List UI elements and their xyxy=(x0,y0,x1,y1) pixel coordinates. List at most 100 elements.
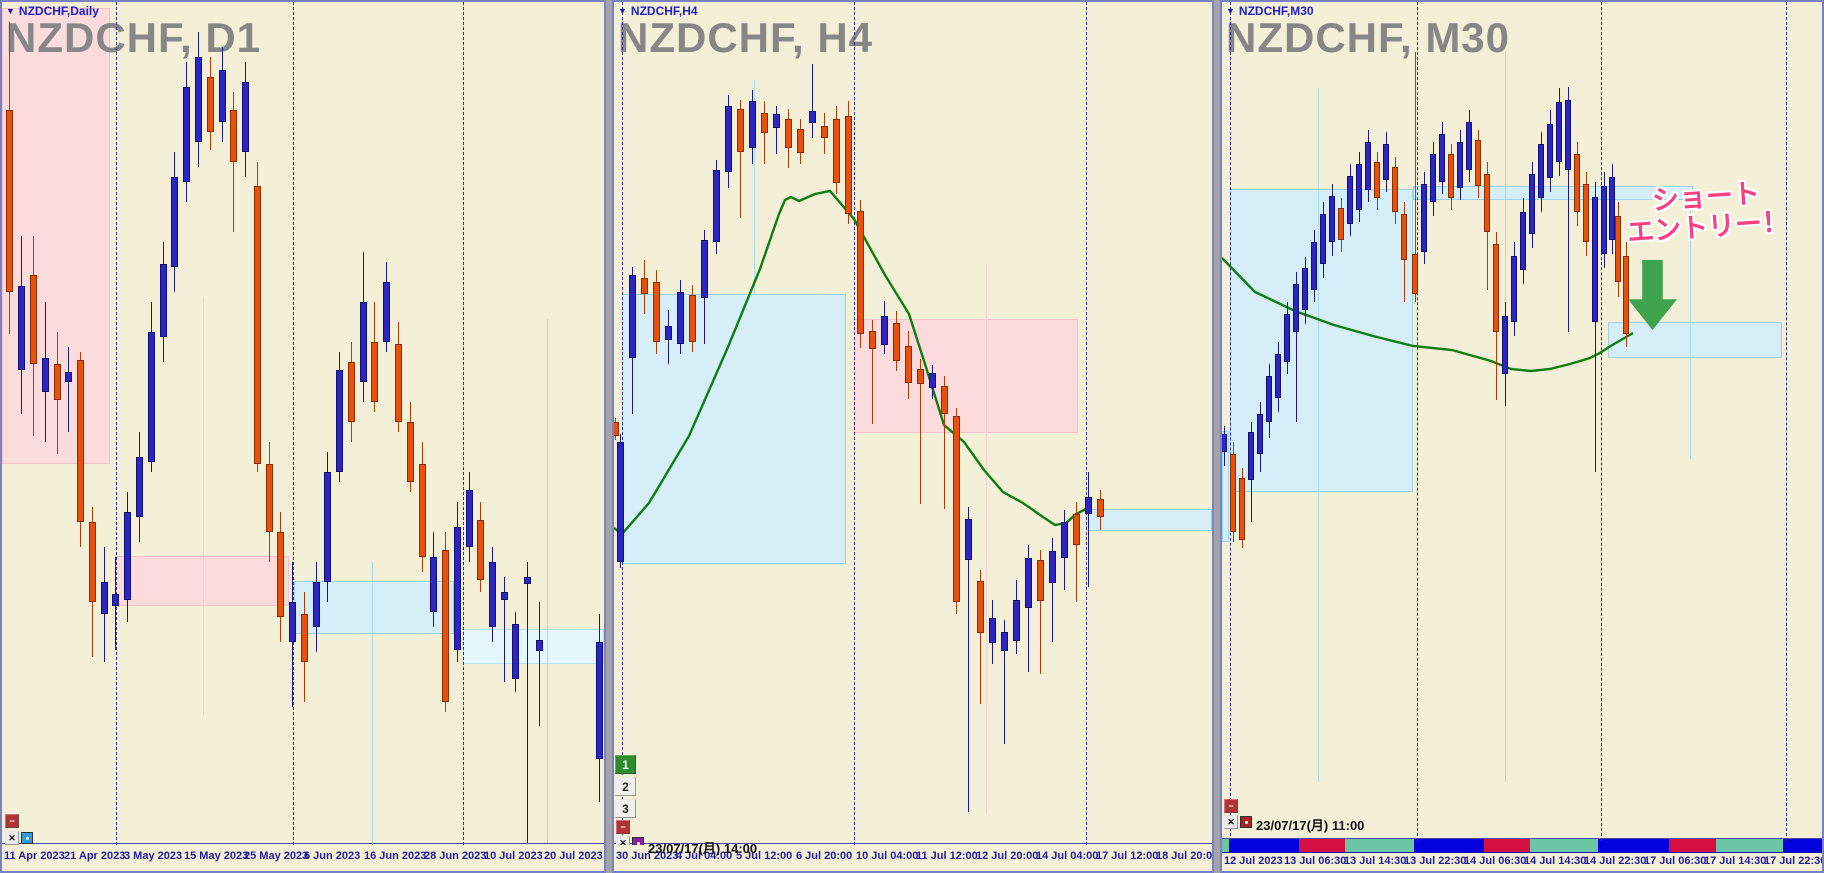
candle xyxy=(893,323,900,361)
candle xyxy=(466,490,473,547)
candle xyxy=(395,344,402,422)
chart-window-m30: NZDCHF, M30 ▼ NZDCHF,M30 ショート エントリー！ − ✕… xyxy=(1220,0,1824,873)
dropdown-triangle-icon[interactable]: ▼ xyxy=(6,5,15,16)
candle xyxy=(1565,100,1571,170)
candle xyxy=(797,129,804,153)
period-separator xyxy=(1417,2,1418,841)
close-button[interactable]: ✕ xyxy=(616,836,630,845)
object-color-square[interactable] xyxy=(1240,816,1252,828)
session-bar-segment xyxy=(1716,839,1783,852)
candle xyxy=(1511,256,1517,322)
chart-canvas-m30[interactable]: NZDCHF, M30 ▼ NZDCHF,M30 ショート エントリー！ − ✕ xyxy=(1222,2,1822,841)
x-axis-label: 3 May 2023 xyxy=(124,850,183,862)
step-button-3[interactable]: 3 xyxy=(615,799,636,818)
x-axis-label: 18 Jul 20:00 xyxy=(1156,850,1214,862)
session-bar-segment xyxy=(1484,839,1530,852)
candle xyxy=(54,364,61,400)
candle xyxy=(1266,376,1272,422)
x-axis-label: 14 Jul 14:30 xyxy=(1524,855,1587,867)
period-separator xyxy=(1786,2,1787,841)
candle xyxy=(512,624,519,679)
close-button[interactable]: ✕ xyxy=(1224,815,1238,829)
object-color-square[interactable] xyxy=(21,832,33,844)
candle xyxy=(989,618,996,643)
x-axis-label: 6 Jul 20:00 xyxy=(796,850,853,862)
chart-watermark: NZDCHF, M30 xyxy=(1226,14,1511,61)
status-datetime: 23/07/17(月) 11:00 xyxy=(1256,818,1365,833)
chart-titlebar[interactable]: ▼ NZDCHF,H4 xyxy=(618,4,698,18)
candle xyxy=(1430,154,1436,202)
x-axis-label: 20 Jul 2023 xyxy=(544,850,603,862)
grid-line xyxy=(986,264,987,815)
candle xyxy=(477,520,484,580)
x-axis-label: 10 Jul 2023 xyxy=(484,850,543,862)
candle xyxy=(749,101,756,148)
candle xyxy=(183,87,190,182)
grid-line xyxy=(1690,200,1691,459)
x-axis-label: 6 Jun 2023 xyxy=(304,850,361,862)
candle xyxy=(1374,162,1380,198)
candle xyxy=(809,111,816,123)
x-axis: 12 Jul 2023 13 Jul 06:30 13 Jul 14:30 13 Ju… xyxy=(1222,838,1822,871)
chart-canvas-h4[interactable]: NZDCHF, H4 ▼ NZDCHF,H4 1 2 3 − ✕ xyxy=(614,2,1212,845)
candle xyxy=(701,240,708,298)
candle xyxy=(641,278,648,294)
candle xyxy=(1257,414,1263,454)
chart-canvas-d1[interactable]: NZDCHF, D1 ▼ NZDCHF,Daily − ✕ xyxy=(2,2,604,845)
demand-zone xyxy=(1222,431,1229,542)
dropdown-triangle-icon[interactable]: ▼ xyxy=(618,5,627,16)
candle xyxy=(124,512,131,600)
candle xyxy=(289,602,296,642)
candle xyxy=(242,82,249,152)
candle xyxy=(1457,142,1463,188)
x-axis-label: 17 Jul 06:30 xyxy=(1644,855,1707,867)
candle-wick xyxy=(1076,502,1077,602)
candle xyxy=(1583,184,1589,242)
candle-wick xyxy=(1052,538,1053,642)
candle xyxy=(737,109,744,152)
session-bar-segment xyxy=(1222,839,1229,852)
candle xyxy=(1275,354,1281,398)
candle xyxy=(713,170,720,242)
x-axis: 30 Jun 2023 4 Jul 04:00 5 Jul 12:00 6 Jul 2… xyxy=(614,843,1212,871)
session-bar xyxy=(1222,839,1822,853)
candle xyxy=(821,126,828,138)
candle xyxy=(207,77,214,132)
candle xyxy=(1097,499,1104,517)
demand-zone xyxy=(1608,322,1782,358)
chart-titlebar[interactable]: ▼ NZDCHF,M30 xyxy=(1226,4,1314,18)
candle xyxy=(101,582,108,614)
candle xyxy=(1466,122,1472,170)
chart-titlebar[interactable]: ▼ NZDCHF,Daily xyxy=(6,4,99,18)
session-bar-segment xyxy=(1299,839,1345,852)
close-button[interactable]: ✕ xyxy=(5,831,19,845)
candle xyxy=(1448,154,1454,198)
minimize-button[interactable]: − xyxy=(1224,799,1238,813)
x-axis-labels: 30 Jun 2023 4 Jul 04:00 5 Jul 12:00 6 Jul 2… xyxy=(614,850,1212,866)
object-color-square[interactable] xyxy=(632,837,644,845)
candle xyxy=(430,557,437,612)
candle xyxy=(266,464,273,532)
step-button-1[interactable]: 1 xyxy=(615,755,636,774)
grid-line xyxy=(1318,88,1319,782)
chart-window-d1: NZDCHF, D1 ▼ NZDCHF,Daily − ✕ 11 Apr 202… xyxy=(0,0,606,873)
x-axis-label: 12 Jul 20:00 xyxy=(976,850,1039,862)
candle xyxy=(454,527,461,650)
candle xyxy=(336,370,343,472)
minimize-button[interactable]: − xyxy=(5,814,19,828)
x-axis-label: 14 Jul 06:30 xyxy=(1464,855,1527,867)
candle xyxy=(219,70,226,122)
dropdown-triangle-icon[interactable]: ▼ xyxy=(1226,5,1235,16)
candle-wick xyxy=(539,602,540,726)
candle xyxy=(371,342,378,402)
candle xyxy=(77,360,84,522)
x-axis-label: 13 Jul 14:30 xyxy=(1344,855,1407,867)
x-axis-label: 17 Jul 22:30 xyxy=(1764,855,1824,867)
minimize-button[interactable]: − xyxy=(616,820,630,834)
x-axis-label: 10 Jul 04:00 xyxy=(856,850,919,862)
candle xyxy=(881,316,888,345)
step-button-2[interactable]: 2 xyxy=(615,777,636,796)
candle-wick xyxy=(776,106,777,154)
candle xyxy=(1392,167,1398,212)
candle xyxy=(489,562,496,627)
